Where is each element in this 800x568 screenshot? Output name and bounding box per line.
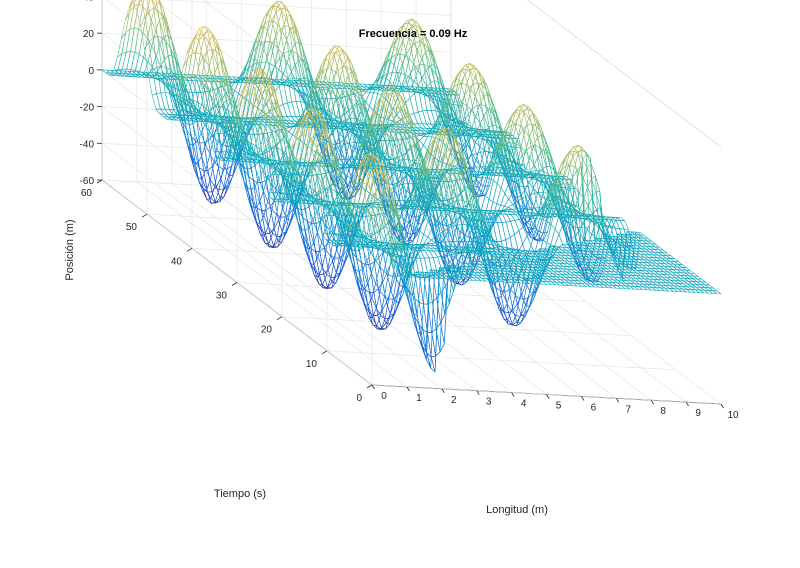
wave-surface <box>101 0 722 373</box>
surface-cell <box>142 0 151 12</box>
surface-cell <box>137 0 145 7</box>
grid-line <box>101 106 373 312</box>
grid-line <box>101 106 452 126</box>
surface-cell <box>128 0 135 8</box>
grid-line <box>162 0 452 16</box>
surface-cell <box>132 0 141 11</box>
surface-cell <box>129 0 136 13</box>
surface-cell <box>124 0 133 21</box>
grid-line <box>101 143 373 349</box>
grid-line <box>101 32 452 53</box>
box-edge <box>526 0 722 148</box>
grid-line <box>146 213 497 234</box>
grid-line <box>326 350 677 371</box>
surface-cell <box>133 0 140 7</box>
grid-line <box>191 248 542 268</box>
grid-line <box>281 316 632 336</box>
